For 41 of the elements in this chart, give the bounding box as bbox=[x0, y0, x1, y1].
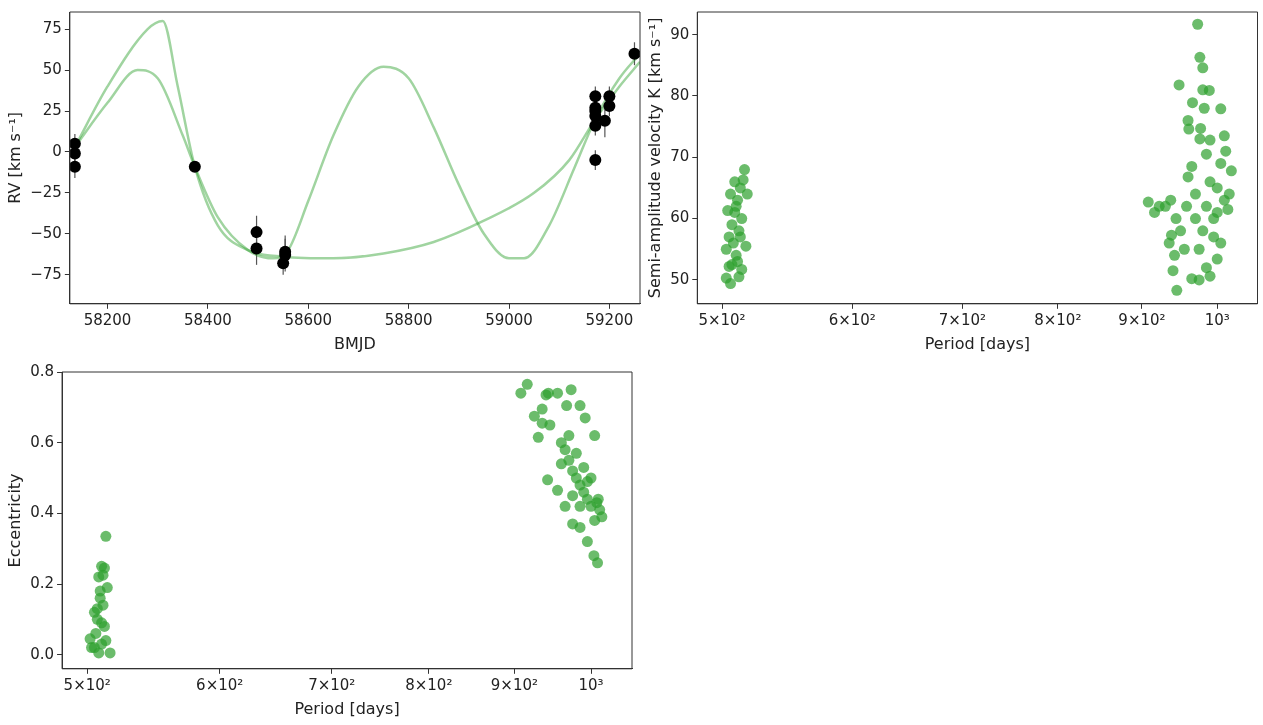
y-axis-title: RV [km s⁻¹] bbox=[4, 111, 24, 204]
y-tick-label: 75 bbox=[42, 19, 62, 38]
y-axis-title: Semi-amplitude velocity K [km s⁻¹] bbox=[644, 17, 664, 299]
x-axis-title: BMJD bbox=[334, 333, 376, 353]
x-tick-label: 5×10² bbox=[63, 675, 111, 694]
x-tick-label: 9×10² bbox=[1118, 310, 1166, 329]
x-tick-label: 8×10² bbox=[1034, 310, 1082, 329]
x-tick-label: 8×10² bbox=[405, 675, 453, 694]
y-tick-label: 0.2 bbox=[30, 573, 55, 592]
x-tick-label: 59200 bbox=[585, 310, 634, 329]
x-tick-label: 58800 bbox=[384, 310, 433, 329]
y-tick-label: 80 bbox=[670, 85, 690, 104]
y-tick-label: 0.8 bbox=[30, 361, 55, 380]
y-tick-label: −25 bbox=[30, 182, 62, 201]
y-tick-label: 50 bbox=[670, 269, 690, 288]
x-tick-label: 5×10² bbox=[698, 310, 746, 329]
y-tick-label: 0.0 bbox=[30, 644, 55, 663]
x-tick-label: 10³ bbox=[1204, 310, 1230, 329]
y-tick-label: 70 bbox=[670, 147, 690, 166]
x-tick-label: 58200 bbox=[83, 310, 132, 329]
y-tick-label: 90 bbox=[670, 24, 690, 43]
x-axis-title: Period [days] bbox=[294, 698, 400, 718]
y-axis-title: Eccentricity bbox=[4, 473, 24, 568]
x-tick-label: 7×10² bbox=[308, 675, 356, 694]
y-tick-label: 50 bbox=[42, 59, 62, 78]
y-tick-label: 0.4 bbox=[30, 503, 55, 522]
x-axis-title: Period [days] bbox=[924, 333, 1031, 353]
x-tick-label: 59000 bbox=[485, 310, 533, 329]
x-tick-label: 9×10² bbox=[490, 675, 539, 694]
y-tick-label: 60 bbox=[670, 208, 690, 227]
y-tick-label: −50 bbox=[30, 223, 62, 242]
x-tick-label: 7×10² bbox=[938, 310, 986, 329]
y-tick-label: 0 bbox=[52, 141, 62, 160]
y-tick-label: 0.6 bbox=[30, 432, 55, 451]
x-tick-label: 58600 bbox=[284, 310, 333, 329]
y-tick-label: 25 bbox=[42, 100, 62, 119]
x-tick-label: 10³ bbox=[578, 675, 604, 694]
x-tick-label: 58400 bbox=[184, 310, 232, 329]
x-tick-label: 6×10² bbox=[196, 675, 244, 694]
x-tick-label: 6×10² bbox=[828, 310, 876, 329]
y-tick-label: −75 bbox=[30, 264, 62, 283]
